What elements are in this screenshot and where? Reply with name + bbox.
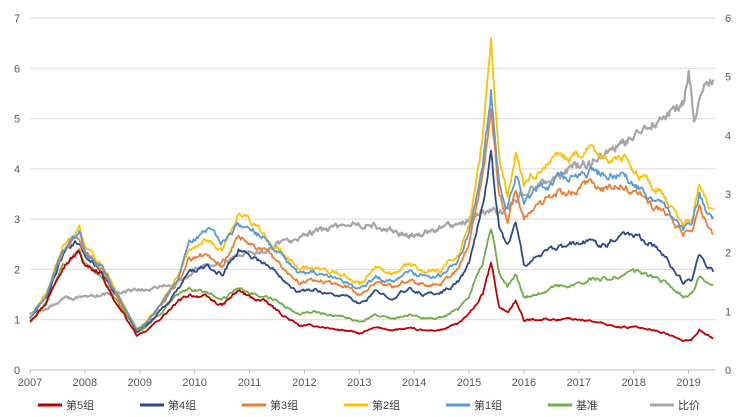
series-line-1	[29, 149, 715, 333]
legend-label-5: 基准	[576, 399, 598, 412]
series-line-5	[29, 228, 714, 334]
x-tick-label-2018: 2018	[621, 377, 645, 389]
legend: 第5组 第4组 第3组 第2组 第1组 基准 比价	[38, 398, 700, 412]
x-tick-label-2011: 2011	[238, 377, 262, 389]
x-tick-label-2008: 2008	[73, 377, 97, 389]
x-tick-label-2019: 2019	[676, 377, 700, 389]
legend-label-3: 第2组	[372, 398, 400, 412]
y2-tick-label-1: 1	[725, 306, 731, 318]
y-tick-label-2: 2	[14, 264, 20, 276]
y-tick-label-3: 3	[14, 214, 20, 226]
series-line-4	[29, 88, 715, 331]
y-tick-label-0: 0	[14, 365, 20, 377]
legend-label-6: 比价	[678, 399, 700, 412]
y2-tick-label-0: 0	[725, 365, 731, 377]
y2-tick-label-2: 2	[725, 248, 731, 260]
y2-tick-label-5: 5	[725, 72, 731, 84]
x-tick-label-2016: 2016	[512, 377, 536, 389]
y2-tick-label-3: 3	[725, 189, 731, 201]
y-tick-label-7: 7	[14, 13, 20, 25]
x-tick-label-2009: 2009	[128, 377, 152, 389]
axes: 0 1 2 3 4 5 6 7 0 1 2 3 4 5 6 2007 2008 2009 2010 2011 2012 2…	[14, 13, 731, 389]
y2-tick-label-6: 6	[725, 13, 731, 25]
x-tick-label-2014: 2014	[402, 377, 426, 389]
x-tick-label-2012: 2012	[292, 377, 316, 389]
series-line-2	[29, 108, 714, 332]
legend-label-0: 第5组	[66, 398, 94, 412]
y-tick-label-5: 5	[14, 114, 20, 126]
x-tick-label-2007: 2007	[18, 377, 42, 389]
x-tick-label-2015: 2015	[457, 377, 481, 389]
y-tick-label-6: 6	[14, 63, 20, 75]
x-tick-label-2013: 2013	[347, 377, 371, 389]
gridlines	[30, 17, 716, 321]
legend-label-2: 第3组	[270, 398, 298, 412]
series-line-6	[29, 69, 715, 316]
legend-label-1: 第4组	[168, 398, 196, 412]
y-tick-label-1: 1	[14, 315, 20, 327]
legend-label-4: 第1组	[474, 398, 502, 412]
series-lines	[29, 37, 715, 343]
x-tick-label-2010: 2010	[182, 377, 206, 389]
y-tick-label-4: 4	[14, 164, 20, 176]
y2-tick-label-4: 4	[725, 130, 731, 142]
series-line-0	[29, 249, 714, 343]
x-tick-label-2017: 2017	[567, 377, 591, 389]
